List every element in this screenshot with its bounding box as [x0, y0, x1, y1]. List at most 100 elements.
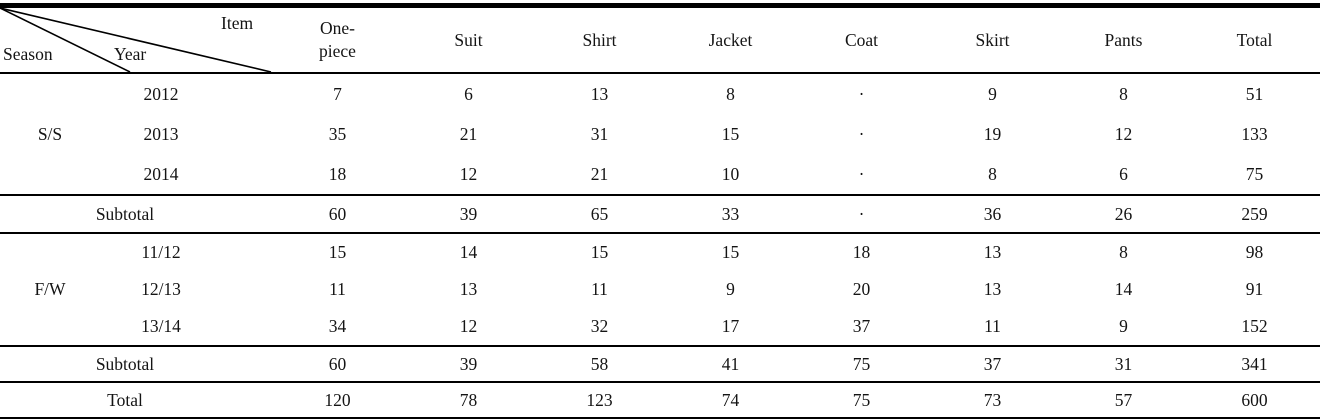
value-cell: 35 — [328, 123, 347, 144]
value-cell: 21 — [590, 163, 609, 184]
value-cell: 8 — [1119, 242, 1128, 262]
row-fw-1314: 13/14 34 12 32 17 37 11 9 152 — [0, 308, 1320, 346]
column-header-jacket: Jacket — [665, 5, 796, 74]
value-cell: 341 — [1189, 345, 1320, 383]
corner-header-cell: Item Season Year — [0, 5, 272, 74]
corner-label-year: Year — [114, 44, 147, 64]
value-cell: 32 — [590, 316, 609, 336]
row-grand-total: Total 120 78 123 74 75 73 57 600 — [0, 382, 1320, 419]
value-cell: · — [796, 194, 927, 234]
value-cell: 33 — [665, 194, 796, 234]
value-cell: 9 — [726, 279, 735, 299]
value-cell: 57 — [1114, 389, 1133, 410]
row-ss-2013: 2013 35 21 31 15 · 19 12 133 — [0, 114, 1320, 154]
value-cell: 65 — [534, 194, 665, 234]
value-cell: 58 — [534, 345, 665, 383]
value-cell: · — [858, 83, 865, 104]
value-cell: 20 — [852, 279, 871, 299]
value-cell: 11 — [591, 279, 608, 299]
row-fw-1213: 12/13 11 13 11 9 20 13 14 91 — [0, 271, 1320, 308]
row-ss-subtotal: Subtotal 60 39 65 33 · 36 26 259 — [0, 194, 1320, 234]
total-label: Total — [107, 389, 143, 410]
value-cell: 36 — [927, 194, 1058, 234]
value-cell: 13 — [983, 279, 1002, 299]
value-cell: 6 — [464, 83, 473, 104]
value-cell: 12 — [1114, 123, 1133, 144]
value-cell: 60 — [272, 194, 403, 234]
year-cell-2014: 2014 — [143, 163, 179, 184]
year-cell-2013: 2013 — [143, 123, 179, 144]
value-cell: 15 — [721, 242, 740, 262]
column-header-total: Total — [1189, 5, 1320, 74]
value-cell: 8 — [1119, 83, 1128, 104]
corner-box: Item Season Year — [0, 8, 272, 72]
value-cell: 19 — [983, 123, 1002, 144]
value-cell: 600 — [1241, 389, 1268, 410]
value-cell: 12 — [459, 316, 478, 336]
value-cell: 15 — [590, 242, 609, 262]
value-cell: · — [858, 163, 865, 184]
row-ss-2012: S/S 2012 7 6 13 8 · 9 8 51 — [0, 73, 1320, 144]
value-cell: 31 — [1058, 345, 1189, 383]
value-cell: 73 — [983, 389, 1002, 410]
column-header-one-piece: One-piece — [272, 5, 403, 74]
column-header-pants: Pants — [1058, 5, 1189, 74]
value-cell: 6 — [1119, 163, 1128, 184]
value-cell: 120 — [324, 389, 351, 410]
column-header-skirt: Skirt — [927, 5, 1058, 74]
column-header-coat: Coat — [796, 5, 927, 74]
value-cell: 31 — [590, 123, 609, 144]
value-cell: 75 — [852, 389, 871, 410]
value-cell: 26 — [1058, 194, 1189, 234]
corner-label-season: Season — [3, 44, 53, 64]
value-cell: · — [858, 123, 865, 144]
value-cell: 39 — [403, 345, 534, 383]
value-cell: 9 — [1119, 316, 1128, 336]
value-cell: 123 — [586, 389, 613, 410]
row-ss-2014: 2014 18 12 21 10 · 8 6 75 — [0, 154, 1320, 195]
season-cell-ss: S/S — [37, 123, 63, 144]
value-cell: 75 — [796, 345, 927, 383]
value-cell: 17 — [721, 316, 740, 336]
row-fw-subtotal: Subtotal 60 39 58 41 75 37 31 341 — [0, 345, 1320, 383]
season-item-table: Item Season Year One-piece Suit Shirt Ja… — [0, 3, 1320, 419]
value-cell: 8 — [726, 83, 735, 104]
value-cell: 39 — [403, 194, 534, 234]
value-cell: 37 — [852, 316, 871, 336]
value-cell: 41 — [665, 345, 796, 383]
value-cell: 60 — [272, 345, 403, 383]
diagonal-divider-lines — [0, 8, 272, 72]
value-cell: 13 — [590, 83, 609, 104]
value-cell: 259 — [1189, 194, 1320, 234]
value-cell: 13 — [459, 279, 478, 299]
value-cell: 152 — [1241, 316, 1268, 336]
value-cell: 13 — [983, 242, 1002, 262]
value-cell: 98 — [1245, 242, 1264, 262]
value-cell: 11 — [984, 316, 1001, 336]
value-cell: 75 — [1245, 163, 1264, 184]
value-cell: 91 — [1245, 279, 1264, 299]
year-cell-1112: 11/12 — [141, 242, 181, 262]
subtotal-label-ss: Subtotal — [0, 194, 272, 234]
value-cell: 18 — [852, 242, 871, 262]
value-cell: 7 — [333, 83, 342, 104]
value-cell: 11 — [329, 279, 346, 299]
value-cell: 8 — [988, 163, 997, 184]
value-cell: 21 — [459, 123, 478, 144]
value-cell: 74 — [721, 389, 740, 410]
value-cell: 12 — [459, 163, 478, 184]
header-row: Item Season Year One-piece Suit Shirt Ja… — [0, 5, 1320, 74]
value-cell: 14 — [459, 242, 478, 262]
subtotal-label-fw: Subtotal — [0, 345, 272, 383]
column-header-shirt: Shirt — [534, 5, 665, 74]
season-cell-fw: F/W — [34, 279, 66, 299]
value-cell: 15 — [721, 123, 740, 144]
value-cell: 14 — [1114, 279, 1133, 299]
column-header-one-piece-label: One-piece — [319, 18, 356, 61]
value-cell: 10 — [721, 163, 740, 184]
value-cell: 133 — [1241, 123, 1268, 144]
column-header-suit: Suit — [403, 5, 534, 74]
value-cell: 51 — [1245, 83, 1264, 104]
row-fw-1112: F/W 11/12 15 14 15 15 18 13 8 98 — [0, 233, 1320, 299]
